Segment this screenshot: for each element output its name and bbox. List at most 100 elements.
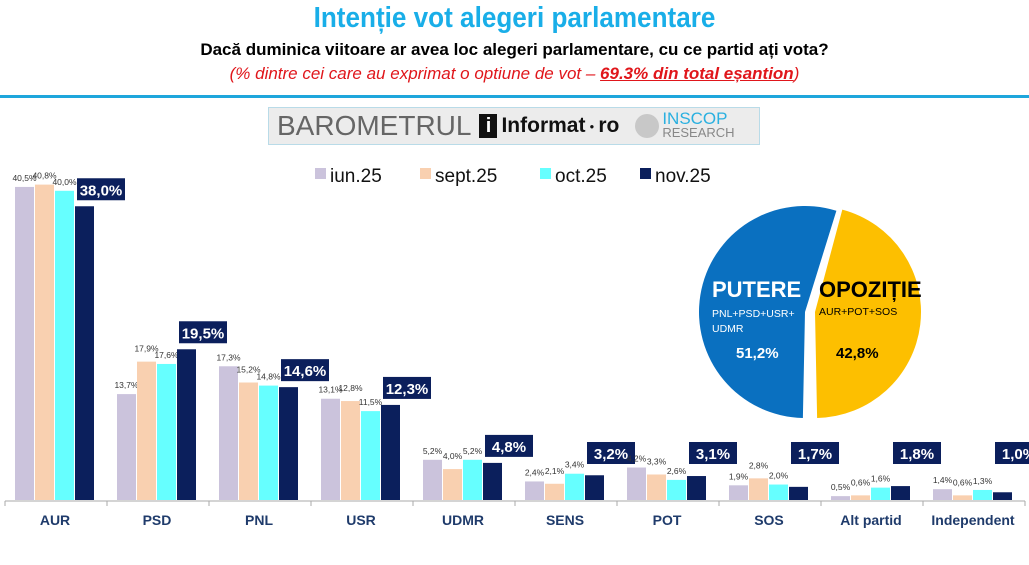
bar-oct.25 — [259, 385, 278, 500]
pie-value-opozitie: 42,8% — [836, 345, 879, 362]
bar-nov.25 — [687, 476, 706, 500]
data-label: 2,0% — [769, 471, 789, 481]
data-label-box — [587, 442, 635, 464]
legend-label-iun.25: iun.25 — [330, 166, 382, 187]
bar-sept.25 — [545, 483, 564, 500]
data-label-box — [383, 376, 431, 399]
pie-name-opozitie: OPOZIȚIE — [819, 277, 922, 302]
data-label: 5,2% — [463, 446, 483, 456]
data-label: 12,3% — [386, 381, 429, 398]
informat-logo: i Informat ● ro — [479, 114, 619, 138]
bar-nov.25 — [279, 387, 298, 500]
informat-suffix: ro — [598, 114, 620, 137]
data-label: 17,6% — [154, 350, 179, 360]
data-label: 0,6% — [851, 477, 871, 487]
bar-nov.25 — [993, 492, 1012, 500]
inscop-sub: RESEARCH — [662, 125, 735, 140]
legend-swatch-nov.25 — [640, 168, 651, 179]
bar-oct.25 — [463, 459, 482, 500]
bar-oct.25 — [871, 487, 890, 500]
data-label: 19,5% — [182, 325, 225, 342]
bar-iun.25 — [117, 394, 136, 500]
pie-slice-putere — [699, 206, 837, 418]
bar-iun.25 — [933, 489, 952, 500]
data-label: 4,0% — [443, 451, 463, 461]
data-label-box — [77, 178, 125, 201]
data-label: 1,4% — [933, 475, 953, 485]
bar-nov.25 — [483, 462, 502, 500]
inscop-text: INSCOP — [662, 109, 728, 128]
note-suffix: ) — [793, 64, 800, 83]
data-label: 2,1% — [545, 466, 565, 476]
pie-slice-opozitie — [815, 209, 921, 418]
data-label: 17,3% — [216, 352, 241, 362]
category-label-pnl: PNL — [245, 512, 273, 528]
bar-nov.25 — [585, 475, 604, 500]
data-label: 3,4% — [565, 460, 585, 470]
data-label: 13,7% — [114, 380, 139, 390]
data-label: 1,0% — [1002, 446, 1029, 463]
data-label: 15,2% — [236, 365, 261, 375]
note-emphasis: 69.3% din total eșantion — [600, 64, 794, 83]
data-label: 2,6% — [667, 466, 687, 476]
data-label-box — [485, 434, 533, 457]
data-label: 11,5% — [359, 397, 383, 407]
bar-sept.25 — [137, 361, 156, 500]
data-label: 2,8% — [749, 460, 769, 470]
data-label: 1,9% — [729, 471, 749, 481]
bar-oct.25 — [361, 411, 380, 500]
legend-label-oct.25: oct.25 — [555, 166, 607, 187]
category-label-independent: Independent — [931, 512, 1015, 528]
data-label: 3,2% — [594, 446, 628, 463]
legend-swatch-oct.25 — [540, 168, 551, 179]
category-label-sos: SOS — [754, 512, 784, 528]
pie-members-putere-cont: UDMR — [712, 323, 744, 335]
legend-label-sept.25: sept.25 — [435, 166, 497, 187]
data-label: 4,8% — [492, 439, 526, 456]
data-label: 5,2% — [423, 446, 443, 456]
bar-iun.25 — [525, 481, 544, 500]
data-label: 0,5% — [831, 482, 851, 492]
bar-iun.25 — [627, 467, 646, 500]
bar-oct.25 — [769, 484, 788, 500]
pie-members-opozitie: AUR+POT+SOS — [819, 306, 897, 318]
data-label: 1,7% — [798, 446, 832, 463]
bar-sept.25 — [239, 382, 258, 500]
data-label: 38,0% — [80, 182, 123, 199]
bar-nov.25 — [789, 486, 808, 500]
bar-sept.25 — [35, 184, 54, 500]
data-label: 2,4% — [525, 467, 545, 477]
bar-sept.25 — [749, 478, 768, 500]
data-label-box — [791, 442, 839, 464]
data-label: 17,9% — [134, 344, 159, 354]
data-label: 13,1% — [318, 385, 343, 395]
page-title: Intenție vot alegeri parlamentare — [313, 2, 716, 34]
bar-oct.25 — [973, 489, 992, 500]
data-label-box — [893, 442, 941, 464]
data-label: 40,5% — [12, 173, 37, 183]
bar-oct.25 — [55, 190, 74, 501]
data-label-box — [995, 442, 1029, 464]
bar-iun.25 — [729, 485, 748, 500]
informat-icon: i — [479, 114, 498, 138]
bar-nov.25 — [177, 349, 196, 500]
data-label: 40,8% — [32, 171, 57, 181]
category-label-psd: PSD — [143, 512, 172, 528]
data-label: 0,6% — [953, 477, 973, 487]
pie-name-putere: PUTERE — [712, 277, 801, 302]
data-label: 4,2% — [627, 454, 647, 464]
pie-value-putere: 51,2% — [736, 345, 779, 362]
data-label: 14,8% — [256, 372, 281, 382]
legend-swatch-iun.25 — [315, 168, 326, 179]
data-label-box — [281, 359, 329, 382]
bar-iun.25 — [15, 186, 34, 500]
legend-swatch-sept.25 — [420, 168, 431, 179]
inscop-icon — [635, 114, 660, 138]
divider — [0, 95, 1029, 98]
category-label-pot: POT — [653, 512, 682, 528]
informat-text: Informat — [501, 114, 586, 137]
bar-nov.25 — [75, 206, 94, 500]
category-label-aur: AUR — [40, 512, 70, 528]
data-label: 1,3% — [973, 476, 993, 486]
